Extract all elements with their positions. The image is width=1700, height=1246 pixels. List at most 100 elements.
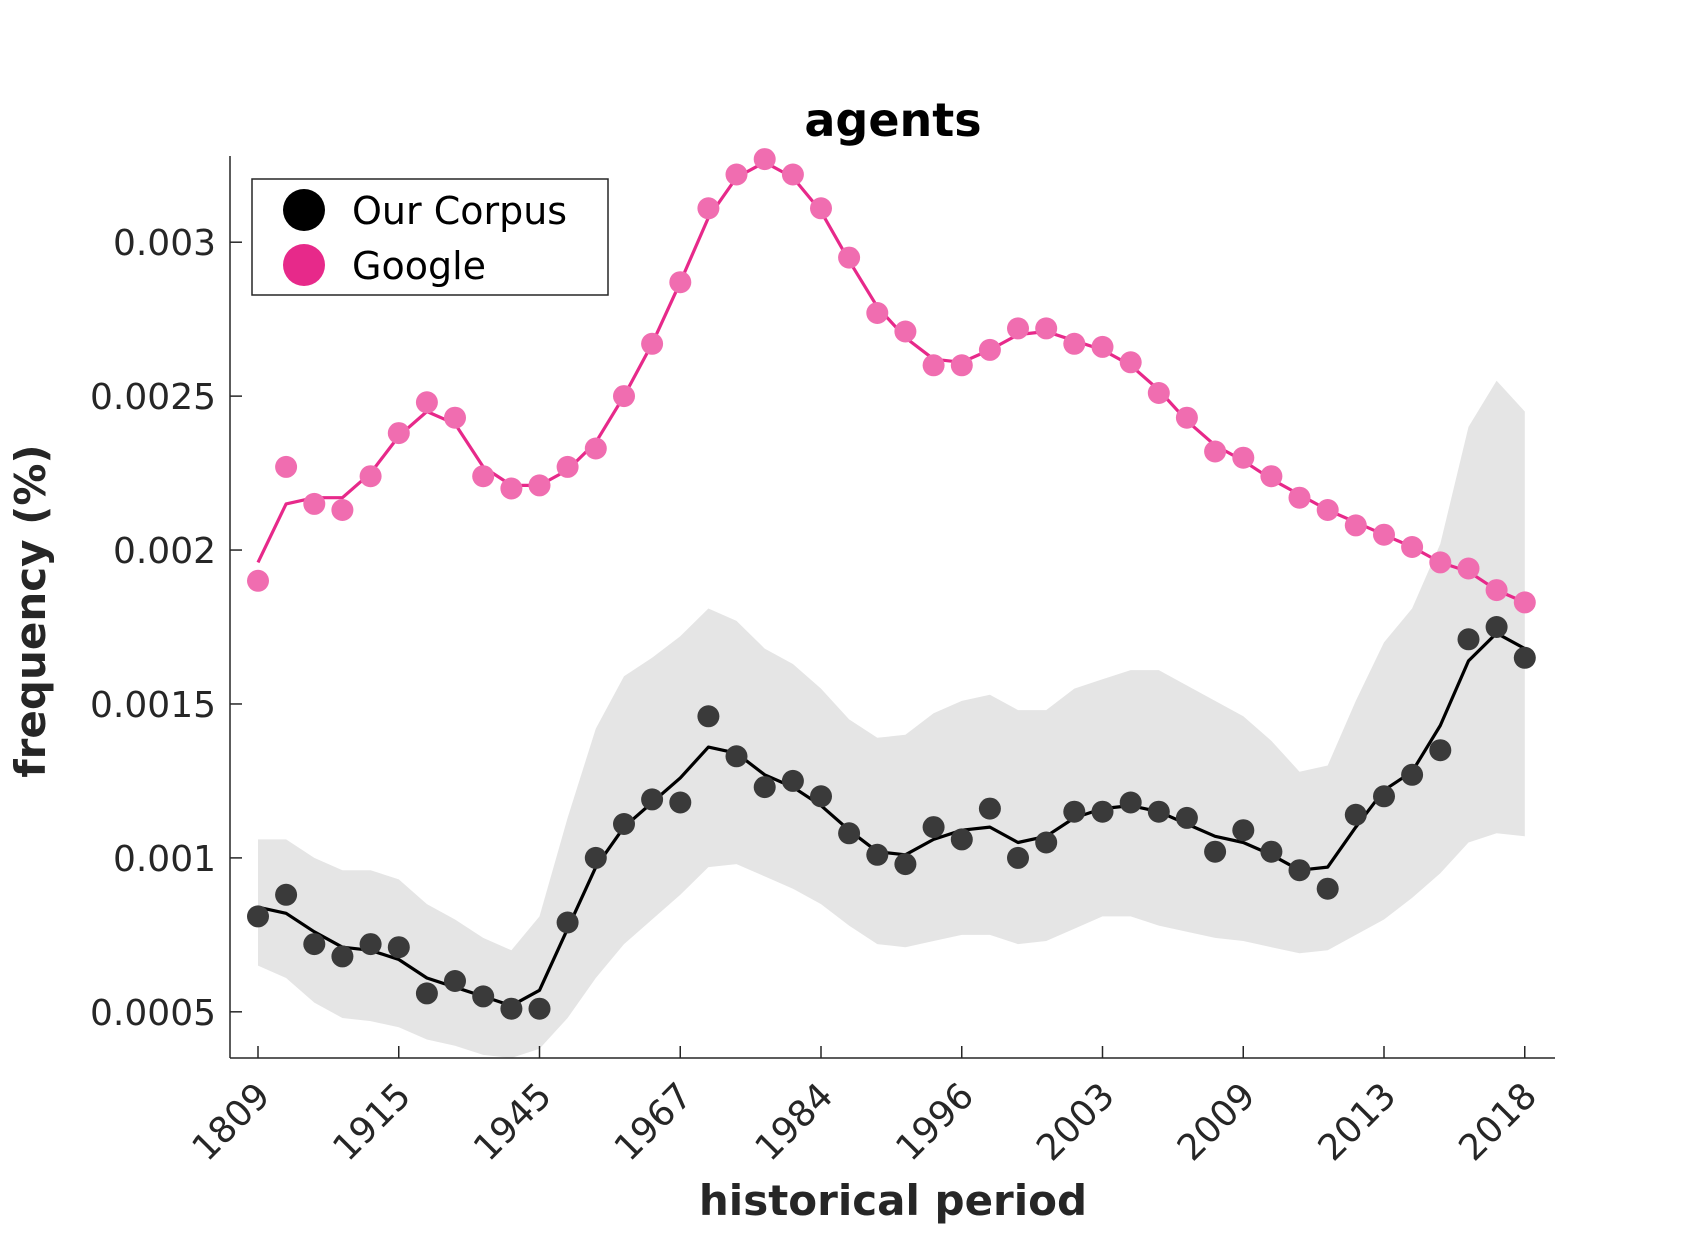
- our-corpus-point: [500, 997, 523, 1020]
- our-corpus-point: [275, 883, 298, 906]
- our-corpus-point: [584, 846, 607, 869]
- google-point: [1316, 499, 1339, 521]
- google-point: [359, 465, 382, 488]
- y-tick-label: 0.001: [113, 839, 216, 880]
- legend-marker-google: [283, 244, 325, 286]
- google-point: [1063, 332, 1086, 355]
- google-point: [1373, 523, 1395, 546]
- google-point: [1260, 465, 1283, 488]
- google-point: [613, 385, 635, 408]
- google-point: [1147, 382, 1170, 404]
- y-tick-label: 0.0015: [90, 685, 216, 726]
- our-corpus-point: [387, 936, 410, 959]
- google-point: [1204, 440, 1227, 463]
- google-point: [922, 354, 945, 377]
- our-corpus-point: [247, 905, 269, 928]
- google-point: [1401, 536, 1424, 558]
- our-corpus-point: [1288, 859, 1311, 882]
- y-axis-title: frequency (%): [6, 444, 55, 777]
- our-corpus-point: [613, 813, 635, 835]
- y-tick-label: 0.0005: [90, 993, 216, 1034]
- google-point: [1429, 551, 1452, 574]
- legend-marker-our-corpus: [283, 189, 325, 231]
- google-point: [500, 477, 523, 500]
- google-point: [781, 163, 804, 186]
- our-corpus-point: [866, 843, 889, 866]
- google-point: [838, 246, 861, 269]
- our-corpus-point: [1063, 800, 1086, 823]
- google-point: [978, 338, 1001, 361]
- google-point: [1232, 446, 1255, 469]
- google-point: [697, 197, 720, 220]
- our-corpus-point: [1204, 840, 1227, 863]
- our-corpus-point: [1260, 840, 1283, 863]
- google-point: [1344, 514, 1367, 537]
- google-point: [1513, 591, 1536, 614]
- legend-label-google: Google: [352, 244, 486, 288]
- google-point: [1485, 579, 1508, 602]
- our-corpus-point: [641, 788, 664, 811]
- our-corpus-point: [1344, 803, 1367, 826]
- google-point: [472, 465, 495, 488]
- our-corpus-point: [950, 828, 973, 851]
- our-corpus-point: [303, 933, 326, 956]
- our-corpus-point: [753, 776, 776, 799]
- google-point: [894, 320, 917, 343]
- our-corpus-point: [1513, 646, 1536, 669]
- our-corpus-point: [1119, 791, 1142, 814]
- google-point: [275, 455, 298, 478]
- our-corpus-point: [1091, 800, 1114, 823]
- google-point: [866, 302, 889, 324]
- our-corpus-point: [472, 985, 495, 1008]
- google-point: [528, 474, 551, 497]
- google-point: [950, 354, 973, 377]
- x-axis-title: historical period: [699, 1176, 1087, 1225]
- google-point: [387, 422, 410, 445]
- google-point: [725, 163, 748, 186]
- our-corpus-point: [894, 853, 917, 876]
- our-corpus-point: [1429, 739, 1452, 762]
- google-point: [444, 406, 466, 429]
- google-point: [1175, 406, 1198, 429]
- google-point: [1457, 557, 1480, 580]
- y-tick-label: 0.0025: [90, 377, 216, 418]
- google-point: [1091, 335, 1114, 358]
- google-point: [753, 148, 776, 171]
- google-point: [303, 492, 326, 515]
- our-corpus-point: [1401, 763, 1424, 786]
- our-corpus-point: [1373, 785, 1395, 808]
- google-point: [1035, 317, 1058, 340]
- our-corpus-point: [810, 785, 832, 808]
- our-corpus-point: [1457, 628, 1480, 651]
- our-corpus-point: [697, 705, 720, 728]
- our-corpus-point: [838, 822, 861, 845]
- google-point: [641, 332, 664, 355]
- our-corpus-point: [444, 970, 466, 992]
- chart-title: agents: [804, 93, 981, 147]
- our-corpus-point: [415, 982, 438, 1005]
- our-corpus-point: [528, 997, 551, 1020]
- our-corpus-point: [922, 816, 945, 839]
- google-point: [669, 271, 692, 294]
- google-point: [584, 437, 607, 460]
- google-point: [415, 391, 438, 414]
- google-point: [247, 569, 269, 592]
- our-corpus-point: [556, 911, 579, 934]
- our-corpus-point: [359, 933, 382, 956]
- our-corpus-confidence-band: [258, 380, 1525, 1058]
- our-corpus-point: [781, 769, 804, 792]
- our-corpus-point: [1007, 846, 1029, 869]
- y-tick-label: 0.002: [113, 531, 216, 572]
- our-corpus-trend-line: [257, 631, 1526, 1008]
- google-point: [810, 197, 832, 220]
- y-tick-label: 0.003: [113, 223, 216, 264]
- our-corpus-point: [1232, 819, 1255, 842]
- legend-label-our-corpus: Our Corpus: [352, 189, 567, 233]
- legend: Our Corpus Google: [251, 178, 609, 296]
- our-corpus-point: [1035, 831, 1058, 854]
- google-trend-line: [256, 160, 1526, 604]
- our-corpus-point: [1485, 616, 1508, 638]
- our-corpus-point: [725, 745, 748, 768]
- google-point: [1288, 486, 1311, 509]
